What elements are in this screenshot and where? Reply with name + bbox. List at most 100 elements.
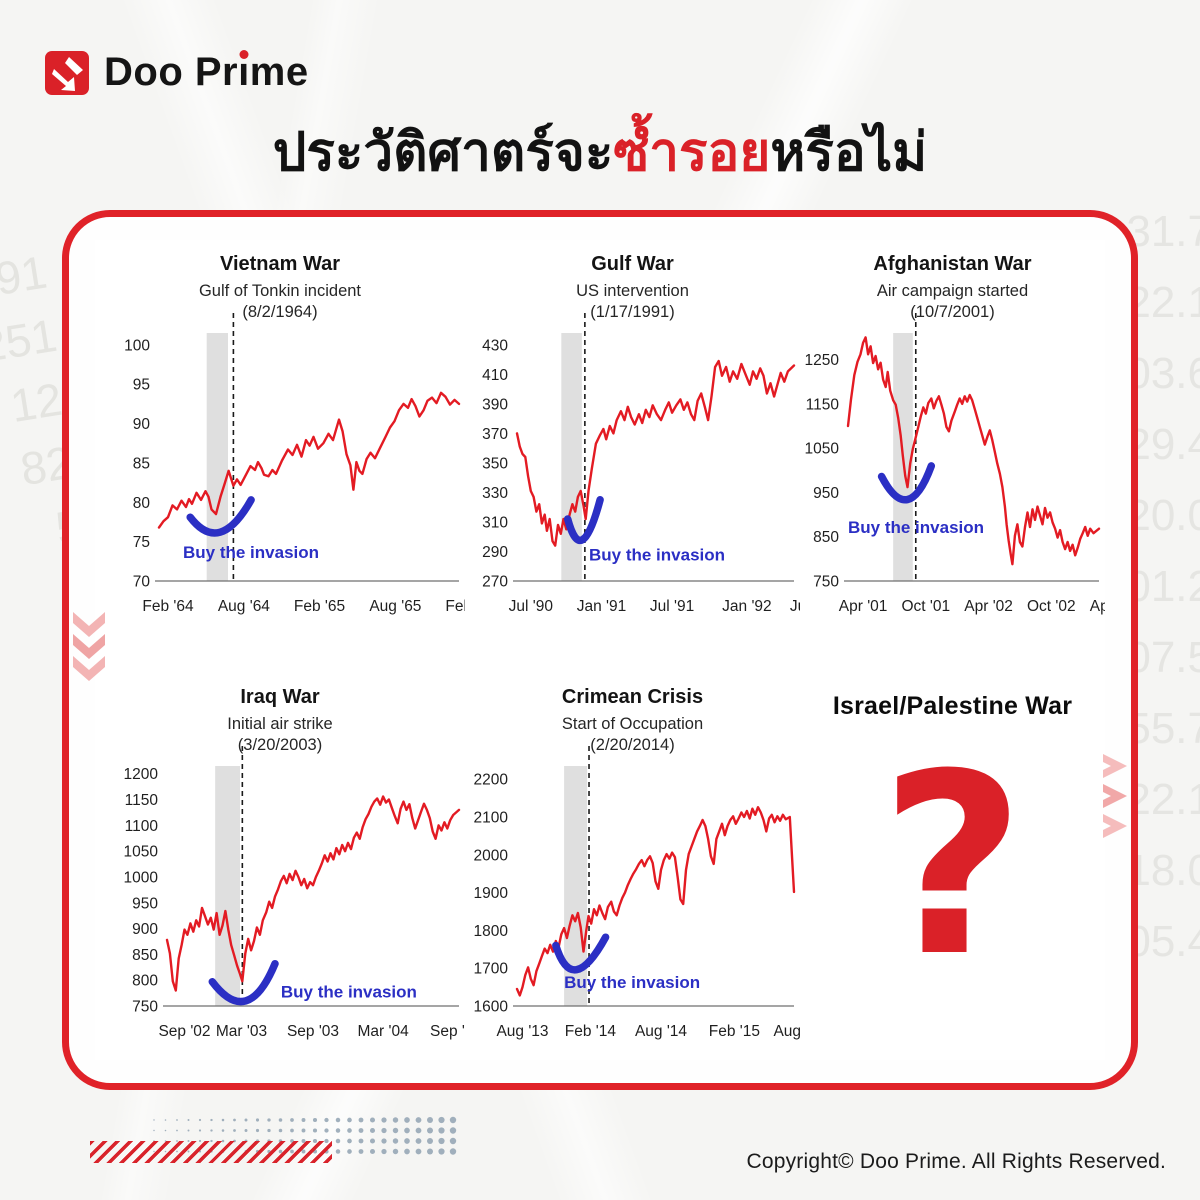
watermark-number: 55.7 [1126, 704, 1200, 753]
chart-canvas: Buy the invasion 270 290 310 330 350 370 390 410… [482, 312, 800, 615]
chart-subtitle-date: (8/2/1964) [242, 302, 318, 321]
watermark-number: 22.1 [1126, 278, 1200, 327]
x-tick-label: Jan '91 [577, 598, 627, 615]
y-tick-label: 290 [482, 544, 508, 561]
background-watermark-numbers-right: 31.7 22.1 03.6 29.4 20.0 01.2 07.5 55.7 22.1 18.0… [1126, 196, 1200, 977]
y-tick-label: 1050 [124, 844, 159, 861]
y-tick-label: 2100 [474, 809, 509, 826]
watermark-number: 22.1 [1126, 775, 1200, 824]
watermark-number: 20.0 [1126, 491, 1200, 540]
y-tick-label: 100 [124, 337, 150, 354]
x-tick-label: Jul '91 [650, 598, 694, 615]
y-tick-label: 1200 [124, 766, 159, 783]
watermark-number: 03.6 [1126, 349, 1200, 398]
chart-crimean-crisis: Crimean Crisis Start of Occupation (2/20/2… [465, 650, 800, 1060]
y-tick-label: 410 [482, 367, 508, 384]
y-tick-label: 1100 [125, 818, 159, 835]
y-tick-label: 90 [133, 416, 151, 433]
chart-canvas: Buy the invasion 1600 1700 1800 1900 2000 2100… [474, 745, 800, 1040]
y-tick-label: 1700 [474, 961, 509, 978]
y-tick-label: 900 [132, 921, 158, 938]
chevrons-right-icon [1103, 754, 1127, 838]
y-tick-label: 310 [482, 514, 508, 531]
y-tick-label: 350 [482, 455, 508, 472]
chart-title: Vietnam War [219, 253, 341, 275]
watermark-number: 31.7 [1126, 207, 1200, 256]
y-tick-label: 1000 [124, 869, 159, 886]
y-tick-label: 95 [133, 377, 150, 394]
y-tick-label: 750 [813, 573, 839, 590]
doo-prime-logo-icon [45, 50, 89, 95]
x-tick-label: Mar '04 [357, 1023, 409, 1040]
y-tick-label: 800 [132, 973, 158, 990]
watermark-number: 05.4 [1126, 917, 1200, 966]
x-tick-label: Jul '92 [790, 598, 800, 615]
copyright: Copyright© Doo Prime. All Rights Reserve… [746, 1150, 1166, 1173]
x-tick-label: Jan '92 [722, 598, 772, 615]
price-line [515, 805, 796, 997]
chart-canvas: Buy the invasion 750 800 850 900 950 1000 1050 1… [124, 745, 465, 1040]
chart-iraq-war: Iraq War Initial air strike (3/20/2003) Buy… [95, 650, 465, 1060]
price-line [157, 391, 461, 529]
y-tick-label: 1900 [474, 885, 509, 902]
title-red-part: ซ้ำรอย [613, 123, 771, 182]
chart-subtitle: Air campaign started (10/7/2001) [800, 281, 1105, 323]
chart-vietnam-war: Vietnam War Gulf of Tonkin incident (8/2/1… [95, 240, 465, 650]
x-tick-label: Aug '65 [369, 598, 421, 615]
y-tick-label: 1250 [805, 352, 840, 369]
y-tick-label: 80 [133, 495, 151, 512]
y-tick-label: 430 [482, 337, 508, 354]
event-band [215, 765, 240, 1006]
charts-card: Vietnam War Gulf of Tonkin incident (8/2/1… [62, 210, 1138, 1090]
x-tick-label: Feb '65 [294, 598, 345, 615]
x-tick-label: Apr '02 [964, 598, 1013, 615]
watermark-number: 01.2 [1126, 562, 1200, 611]
dot-pattern-decoration [153, 1116, 457, 1155]
buy-swoosh [877, 462, 936, 504]
x-tick-label: Sep '04 [430, 1023, 465, 1040]
chart-afghanistan-war: Afghanistan War Air campaign started (10/7… [800, 240, 1105, 650]
chart-title: Afghanistan War [873, 253, 1032, 275]
x-tick-label: Apr '03 [1090, 598, 1105, 615]
chart-canvas: Buy the invasion 750 850 950 1050 1150 1250 Apr… [805, 312, 1105, 615]
striped-bar-decoration [90, 1141, 332, 1163]
y-tick-label: 330 [482, 485, 508, 502]
chart-title: Gulf War [591, 253, 674, 275]
chevrons-down-icon [73, 612, 105, 681]
y-tick-label: 2200 [474, 772, 509, 789]
x-tick-label: Jul '90 [509, 598, 554, 615]
watermark-number: 29.4 [1126, 420, 1200, 469]
title-black-part2: หรือไม่ [770, 123, 928, 182]
x-tick-label: Feb '15 [709, 1023, 760, 1040]
title-black-part1: ประวัติศาตร์จะ [272, 123, 614, 182]
chart-subtitle-date: (1/17/1991) [590, 302, 675, 321]
y-tick-label: 850 [132, 947, 158, 964]
chart-subtitle: US intervention (1/17/1991) [465, 281, 800, 323]
chart-subtitle-date: (10/7/2001) [910, 302, 995, 321]
y-tick-label: 1150 [806, 396, 840, 413]
y-tick-label: 1050 [805, 441, 840, 458]
buy-swoosh [563, 495, 604, 545]
x-tick-label: Feb '14 [565, 1023, 617, 1040]
x-tick-label: Sep '02 [158, 1023, 210, 1040]
y-tick-label: 2000 [474, 847, 509, 864]
page-title: ประวัติศาตร์จะซ้ำรอยหรือไม่ [0, 110, 1200, 194]
watermark-number: 251 [0, 308, 61, 373]
x-tick-label: Apr '01 [839, 598, 888, 615]
x-tick-label: Aug '64 [218, 598, 270, 615]
doo-prime-logo-text: Doo Prı me [104, 50, 309, 94]
y-tick-label: 1800 [474, 923, 509, 940]
buy-annotation: Buy the invasion [848, 518, 984, 537]
y-tick-label: 85 [133, 455, 150, 472]
y-tick-label: 270 [482, 573, 508, 590]
y-tick-label: 390 [482, 396, 508, 413]
x-tick-label: Oct '01 [901, 598, 950, 615]
x-tick-label: Sep '03 [287, 1023, 339, 1040]
price-line [165, 795, 461, 992]
y-tick-label: 75 [133, 534, 150, 551]
event-band [564, 765, 588, 1006]
price-line [846, 336, 1101, 566]
x-tick-label: Feb '66 [445, 598, 465, 615]
question-mark: ? [879, 720, 1026, 1011]
